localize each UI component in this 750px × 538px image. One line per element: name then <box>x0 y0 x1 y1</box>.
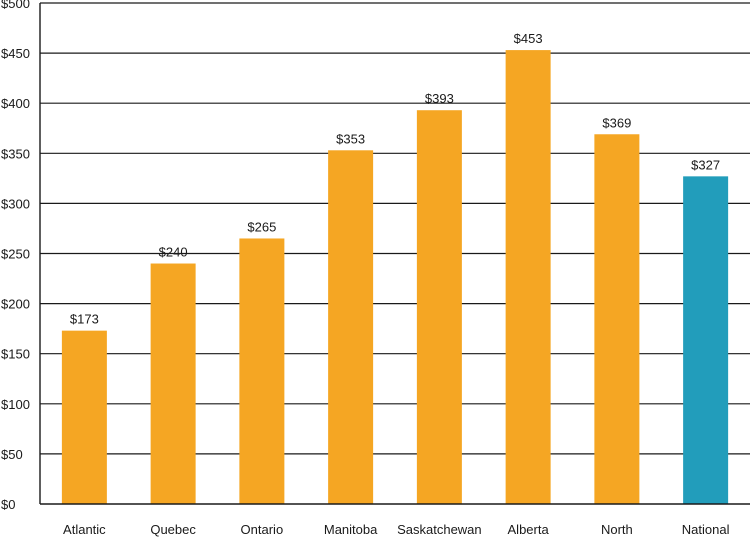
y-tick-label: $150 <box>1 347 30 362</box>
data-label-atlantic: $173 <box>70 312 99 327</box>
bar-north <box>594 134 640 504</box>
bars <box>61 50 729 505</box>
y-tick-label: $250 <box>1 247 30 262</box>
y-tick-label: $50 <box>1 447 23 462</box>
data-label-ontario: $265 <box>247 219 276 234</box>
bar-manitoba <box>328 150 374 504</box>
gridlines <box>40 2 750 455</box>
category-label-saskatchewan: Saskatchewan <box>397 522 482 537</box>
y-tick-label: $350 <box>1 146 30 161</box>
data-label-national: $327 <box>691 157 720 172</box>
data-label-manitoba: $353 <box>336 131 365 146</box>
data-label-quebec: $240 <box>159 245 188 260</box>
category-label-ontario: Ontario <box>241 522 284 537</box>
category-label-atlantic: Atlantic <box>63 522 106 537</box>
bar-alberta <box>505 50 551 505</box>
category-label-national: National <box>682 522 730 537</box>
bar-ontario <box>239 238 285 504</box>
category-labels: Atlantic Quebec Ontario Manitoba Saskatchewa… <box>63 522 730 537</box>
axes <box>39 3 750 505</box>
bar-saskatchewan <box>416 110 462 505</box>
category-label-manitoba: Manitoba <box>324 522 378 537</box>
y-tick-label: $200 <box>1 297 30 312</box>
y-tick-label: $500 <box>1 0 30 11</box>
data-label-saskatchewan: $393 <box>425 91 454 106</box>
bar-national <box>683 176 729 504</box>
y-tick-label: $400 <box>1 96 30 111</box>
y-axis-tick-labels: $0 $50 $100 $150 $200 $250 $300 $350 $400 $450 $50… <box>1 0 30 512</box>
category-label-alberta: Alberta <box>508 522 550 537</box>
data-label-alberta: $453 <box>514 31 543 46</box>
y-tick-label: $450 <box>1 46 30 61</box>
y-tick-label: $0 <box>1 497 15 512</box>
y-tick-label: $100 <box>1 397 30 412</box>
data-label-north: $369 <box>602 115 631 130</box>
y-tick-label: $300 <box>1 196 30 211</box>
bar-atlantic <box>61 330 107 504</box>
category-label-north: North <box>601 522 633 537</box>
bar-quebec <box>150 263 196 504</box>
data-labels: $173 $240 $265 $353 $393 $453 $369 $327 <box>70 31 720 327</box>
category-label-quebec: Quebec <box>150 522 196 537</box>
